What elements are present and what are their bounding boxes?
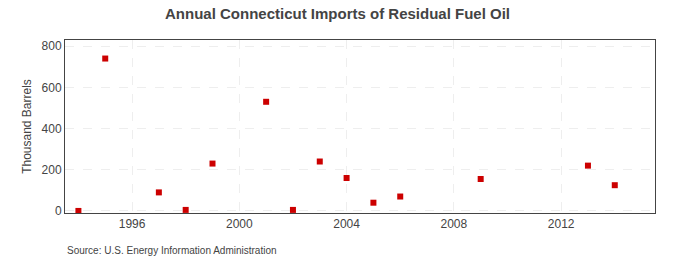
svg-text:Thousand Barrels: Thousand Barrels [20, 79, 34, 174]
svg-text:2004: 2004 [333, 217, 360, 231]
svg-text:2012: 2012 [548, 217, 575, 231]
svg-text:1996: 1996 [119, 217, 146, 231]
svg-text:600: 600 [42, 81, 62, 95]
svg-text:400: 400 [42, 122, 62, 136]
svg-text:2000: 2000 [226, 217, 253, 231]
svg-text:2008: 2008 [441, 217, 468, 231]
svg-text:800: 800 [42, 39, 62, 53]
svg-text:200: 200 [42, 163, 62, 177]
svg-text:0: 0 [55, 204, 62, 218]
svg-text:Annual Connecticut Imports of: Annual Connecticut Imports of Residual F… [165, 5, 510, 22]
svg-text:Source: U.S. Energy Informatio: Source: U.S. Energy Information Administ… [67, 245, 277, 256]
